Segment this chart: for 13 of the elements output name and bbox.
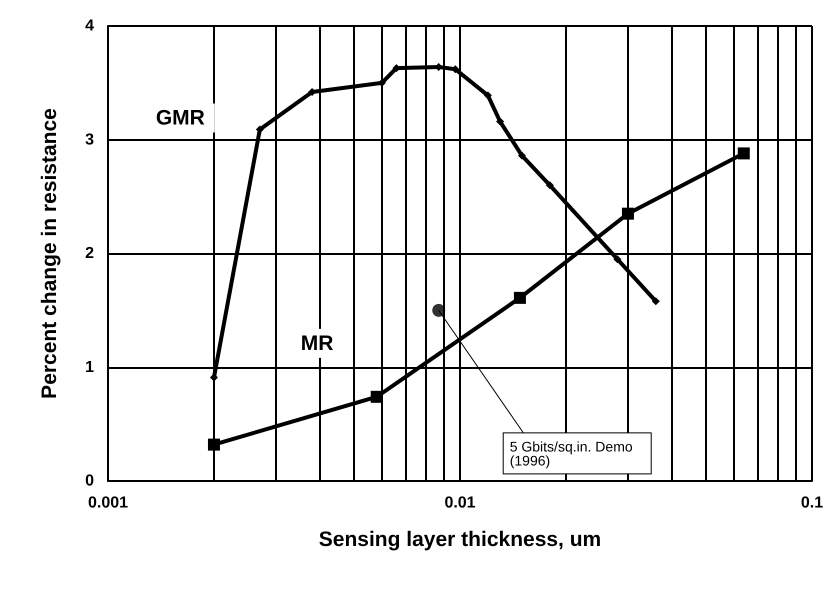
y-tick-label: 3	[85, 131, 94, 148]
x-axis-title: Sensing layer thickness, um	[318, 528, 602, 551]
y-tick-label: 0	[85, 472, 94, 490]
y-tick-label: 4	[85, 18, 94, 34]
y-axis-title: Percent change in resistance	[38, 108, 61, 399]
annotation: 5 Gbits/sq.in. Demo (1996)	[510, 438, 637, 468]
text: MR	[300, 332, 334, 355]
x-tick-label: 0.1	[800, 494, 824, 512]
x-tick-label: 0.001	[88, 494, 128, 512]
y-tick-label: 2	[85, 245, 94, 262]
x-tick-label: 0.01	[444, 494, 476, 512]
text: GMR	[156, 106, 205, 130]
y-tick-label: 1	[85, 358, 94, 376]
